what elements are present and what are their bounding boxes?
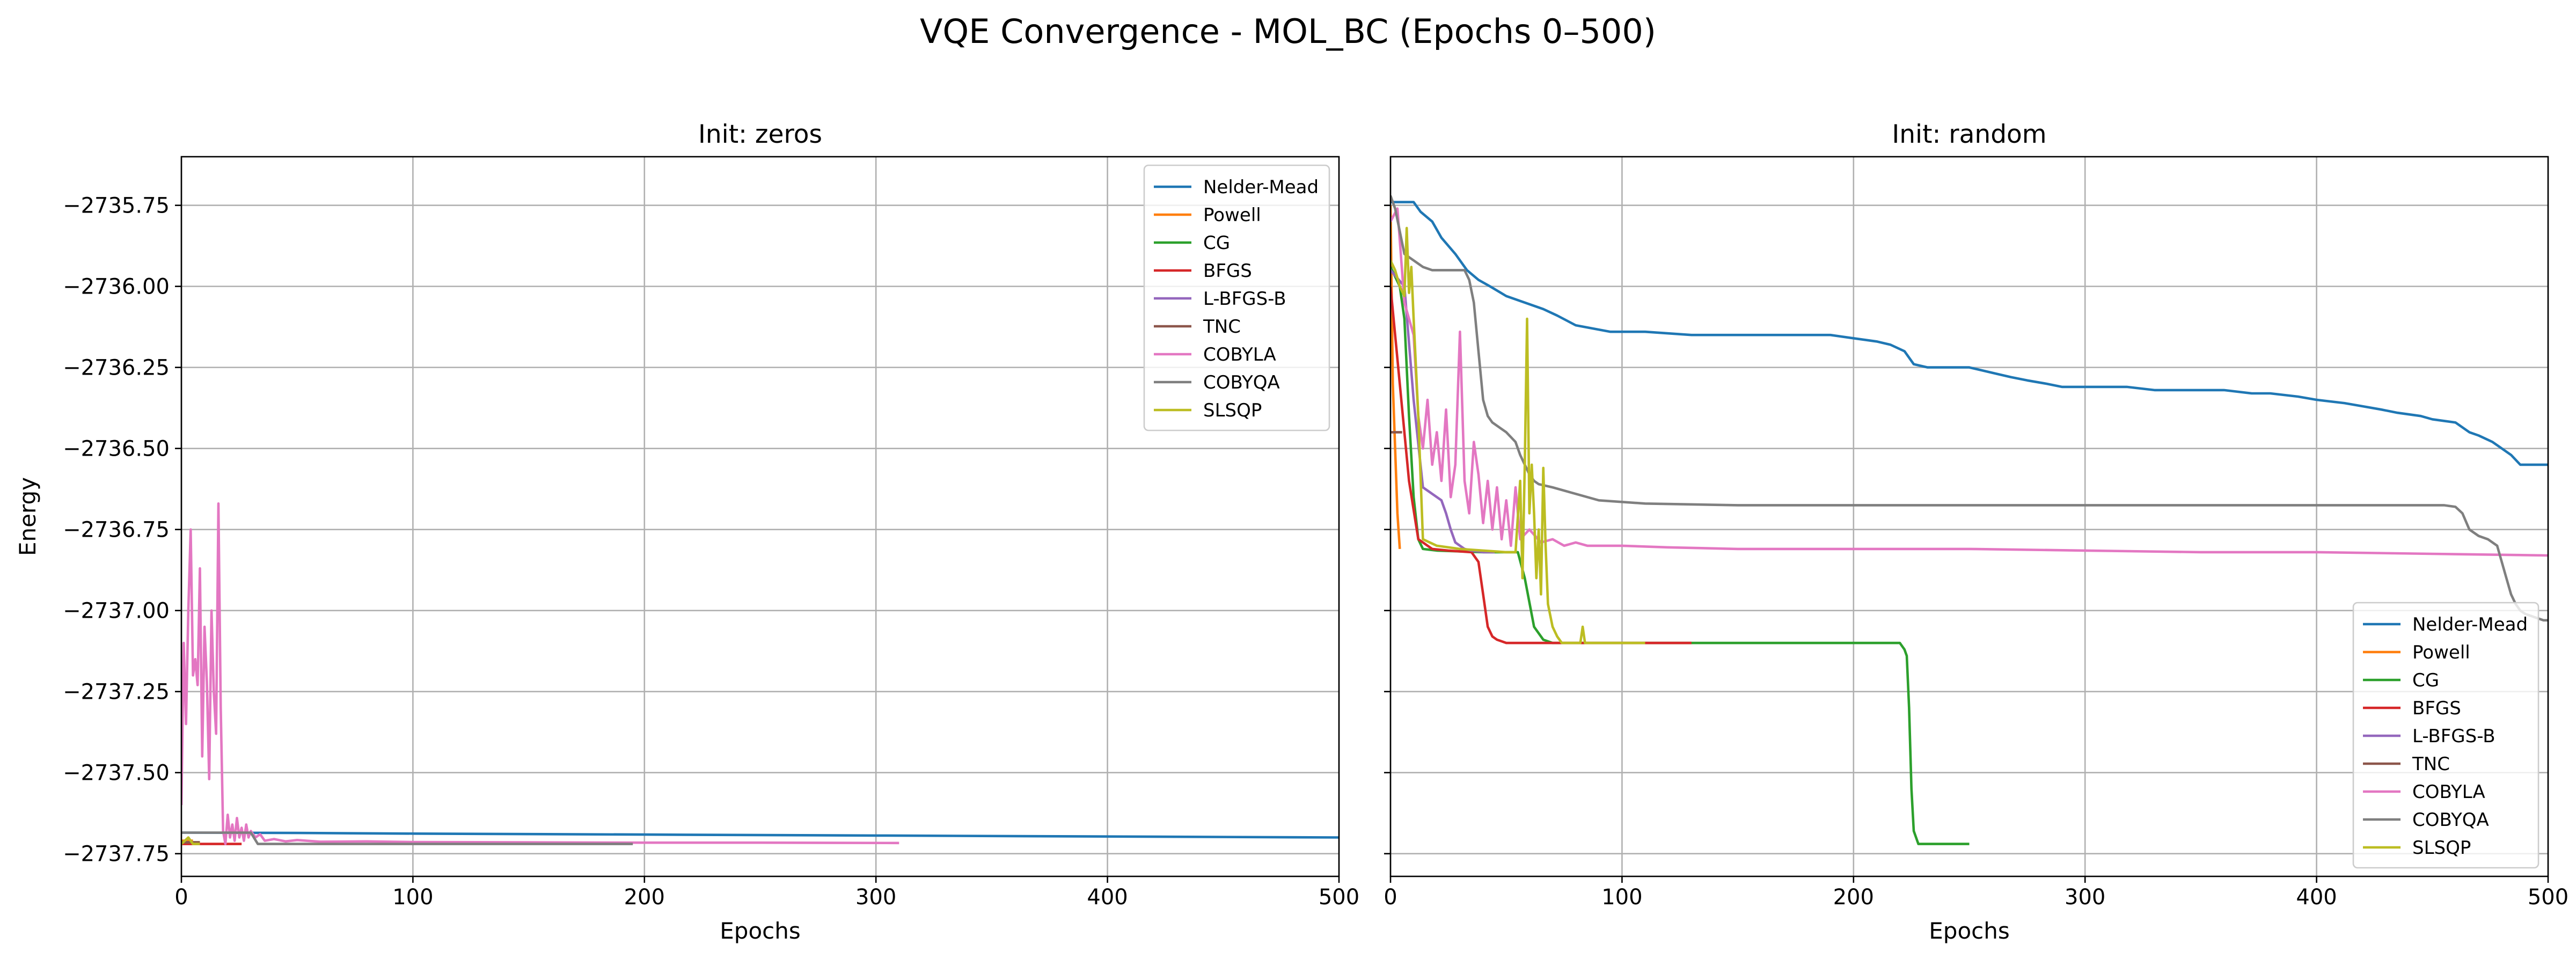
- y-tick-label: −2736.25: [63, 356, 170, 380]
- legend-entry-label: TNC: [1203, 316, 1241, 338]
- legend-entry-label: Nelder-Mead: [2412, 614, 2528, 635]
- legend-entry-label: Powell: [2412, 642, 2470, 663]
- y-axis-label: Energy: [14, 477, 41, 556]
- x-tick-label: 100: [1601, 885, 1642, 910]
- legend-entry-label: COBYQA: [1203, 372, 1280, 393]
- series-line-bfgs: [1391, 286, 1692, 645]
- legend-entry-label: COBYLA: [1203, 344, 1276, 365]
- x-tick-label: 200: [624, 885, 665, 910]
- panel-init-zeros: 0 100 200 300 400 500 −2735.75 −2736.00 −2736.25…: [14, 120, 1359, 944]
- legend-entry-label: CG: [2412, 670, 2439, 691]
- x-axis-label: Epochs: [1929, 918, 2010, 944]
- axes-frame: [180, 156, 1340, 877]
- legend-entry-label: SLSQP: [2412, 837, 2471, 859]
- legend-box: [2352, 602, 2540, 869]
- panel-title: Init: random: [1892, 120, 2046, 149]
- legend: Nelder-Mead Powell CG BFGS L-BFGS-B TNC COBYLA…: [1143, 164, 1330, 431]
- legend-entry-label: L-BFGS-B: [1203, 288, 1286, 310]
- legend: Nelder-Mead Powell CG BFGS L-BFGS-B TNC COBYLA…: [2352, 602, 2540, 869]
- x-tick-label: 100: [392, 885, 433, 910]
- x-axis-label: Epochs: [720, 918, 801, 944]
- x-tick-label: 400: [1087, 885, 1128, 910]
- legend-box: [1143, 164, 1330, 431]
- series-line-powell: [1391, 205, 1401, 550]
- legend-entry-label: COBYQA: [2412, 809, 2489, 831]
- figure-title: VQE Convergence - MOL_BC (Epochs 0–500): [920, 12, 1656, 51]
- series-line-slsqp: [1391, 226, 1645, 645]
- series-line-cobyqa: [181, 831, 633, 845]
- legend-entry-label: TNC: [2412, 753, 2450, 775]
- panel-init-random: 0 100 200 300 400 500 Init: random Epochs Nelder…: [1384, 120, 2568, 944]
- y-tick-label: −2737.25: [63, 680, 170, 705]
- legend-entry-label: Nelder-Mead: [1203, 177, 1319, 198]
- series-line-cobyla: [1391, 207, 2548, 557]
- axes-frame: [1389, 156, 2549, 877]
- x-tick-label: 200: [1833, 885, 1874, 910]
- series-line-cobyqa: [1391, 195, 2548, 622]
- series-lines: [1391, 195, 2548, 845]
- series-line-slsqp: [181, 836, 200, 845]
- legend-entry-label: BFGS: [2412, 698, 2461, 719]
- series-line-cobyla: [181, 502, 899, 845]
- legend-entry-label: SLSQP: [1203, 400, 1262, 421]
- x-tick-label: 0: [174, 885, 188, 910]
- x-tick-label: 300: [855, 885, 896, 910]
- x-tick-label: 400: [2296, 885, 2337, 910]
- legend-entry-label: CG: [1203, 232, 1230, 254]
- y-tick-label: −2737.50: [63, 761, 170, 786]
- y-tick-label: −2737.75: [63, 842, 170, 867]
- series-line-nelder-mead: [181, 831, 1339, 839]
- x-tick-label: 0: [1384, 885, 1397, 910]
- y-tick-label: −2736.00: [63, 275, 170, 299]
- legend-entry-label: BFGS: [1203, 260, 1252, 282]
- y-tick-label: −2736.75: [63, 518, 170, 543]
- y-tick-label: −2735.75: [63, 194, 170, 218]
- x-tick-label: 500: [2528, 885, 2568, 910]
- y-tick-label: −2736.50: [63, 437, 170, 462]
- legend-entry-label: L-BFGS-B: [2412, 726, 2496, 747]
- series-line-nelder-mead: [1391, 201, 2548, 466]
- y-tick-label: −2737.00: [63, 599, 170, 624]
- legend-entry-label: Powell: [1203, 204, 1261, 226]
- x-tick-label: 300: [2065, 885, 2105, 910]
- panel-title: Init: zeros: [698, 120, 822, 149]
- legend-entry-label: COBYLA: [2412, 781, 2485, 803]
- x-tick-label: 500: [1319, 885, 1359, 910]
- series-lines: [181, 502, 1339, 845]
